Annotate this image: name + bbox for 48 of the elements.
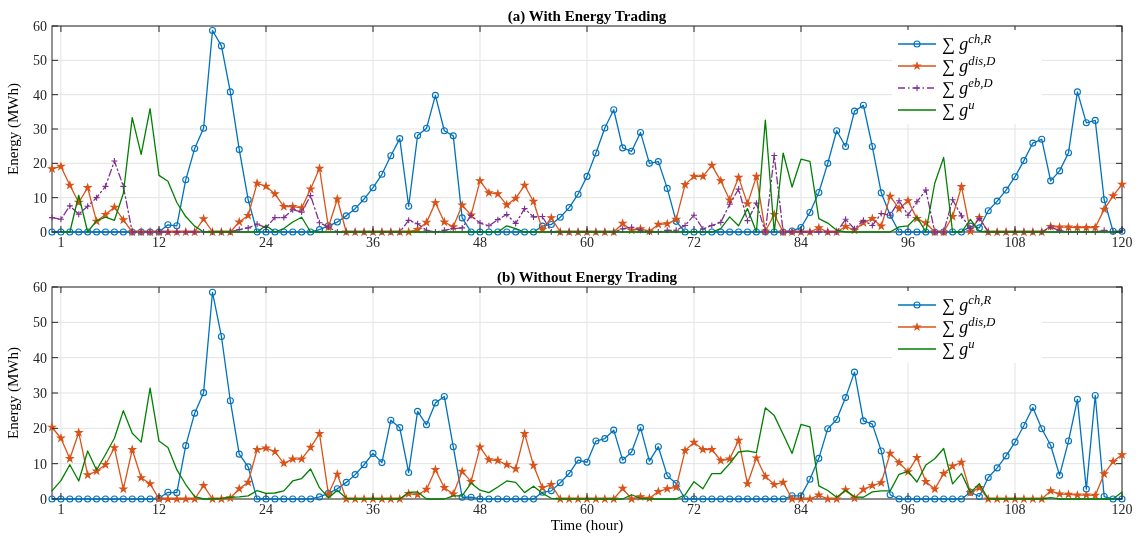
x-tick-label: 12 bbox=[152, 235, 166, 250]
x-tick-label: 84 bbox=[794, 235, 808, 250]
y-tick-label: 20 bbox=[33, 156, 47, 172]
x-tick-label: 72 bbox=[687, 502, 701, 517]
y-axis-title: Energy (MWh) bbox=[5, 83, 22, 175]
x-tick-label: 1 bbox=[57, 235, 65, 250]
legend-label: ∑ g$^{dis,D}$ bbox=[942, 54, 996, 76]
x-tick-label: 72 bbox=[687, 235, 701, 250]
y-tick-label: 60 bbox=[33, 280, 47, 295]
chart-title: (a) With Energy Trading bbox=[507, 8, 667, 25]
y-tick-label: 60 bbox=[33, 19, 47, 34]
legend-label: ∑ g$^{dis,D}$ bbox=[942, 315, 996, 337]
legend-label: ∑ g$^{ch,R}$ bbox=[942, 293, 992, 315]
legend-label: ∑ g$^{u}$ bbox=[942, 98, 975, 120]
y-tick-label: 10 bbox=[33, 190, 47, 206]
x-tick-label: 12 bbox=[152, 502, 166, 517]
x-tick-label: 108 bbox=[1004, 235, 1026, 250]
x-tick-label: 60 bbox=[580, 235, 594, 250]
x-tick-label: 36 bbox=[366, 502, 380, 517]
x-tick-label: 48 bbox=[473, 235, 487, 250]
x-tick-label: 48 bbox=[473, 502, 487, 517]
x-tick-label: 24 bbox=[259, 502, 273, 517]
y-axis-title: Energy (MWh) bbox=[5, 347, 22, 439]
y-tick-label: 40 bbox=[33, 87, 47, 103]
y-tick-label: 40 bbox=[33, 350, 47, 366]
y-tick-label: 10 bbox=[33, 456, 47, 472]
chart-title: (b) Without Energy Trading bbox=[496, 269, 678, 286]
y-tick-label: 20 bbox=[33, 421, 47, 437]
x-tick-label: 96 bbox=[901, 235, 915, 250]
x-tick-label: 60 bbox=[580, 502, 594, 517]
legend-label: ∑ g$^{ch,R}$ bbox=[942, 32, 992, 54]
x-axis-title: Time (hour) bbox=[550, 517, 624, 534]
y-tick-label: 50 bbox=[33, 53, 47, 69]
y-tick-label: 30 bbox=[33, 122, 47, 137]
x-tick-label: 1 bbox=[57, 502, 65, 517]
y-tick-label: 50 bbox=[33, 315, 47, 331]
x-tick-label: 120 bbox=[1111, 502, 1133, 517]
legend-label: ∑ g$^{eb,D}$ bbox=[942, 76, 993, 98]
x-tick-label: 36 bbox=[366, 235, 380, 250]
x-tick-label: 108 bbox=[1004, 502, 1026, 517]
y-tick-label: 0 bbox=[40, 492, 47, 507]
y-tick-label: 30 bbox=[33, 386, 47, 401]
legend-label: ∑ g$^{u}$ bbox=[942, 337, 975, 359]
y-tick-label: 0 bbox=[40, 225, 47, 240]
x-tick-label: 120 bbox=[1111, 235, 1133, 250]
x-tick-label: 24 bbox=[259, 235, 273, 250]
x-tick-label: 96 bbox=[901, 502, 915, 517]
x-tick-label: 84 bbox=[794, 502, 808, 517]
